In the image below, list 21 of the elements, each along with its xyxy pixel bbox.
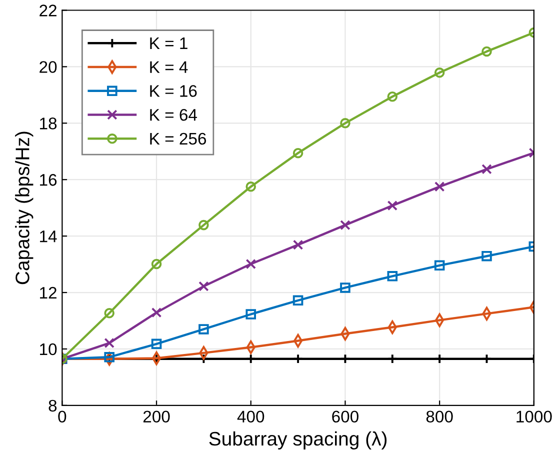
legend-label: K = 16 (150, 85, 197, 97)
legend-label: K = 64 (150, 108, 197, 121)
y-tick-label: 12 (40, 286, 56, 299)
legend-label: K = 4 (150, 61, 188, 73)
y-tick-label: 16 (40, 174, 57, 186)
x-tick-label: 0 (58, 410, 66, 423)
x-tick-label: 200 (143, 410, 170, 423)
legend-label: K = 1 (150, 38, 188, 49)
y-tick-label: 8 (48, 400, 57, 412)
y-tick-label: 22 (40, 4, 56, 16)
y-tick-label: 14 (40, 230, 57, 242)
y-axis-title: Capacity (bps/Hz) (15, 132, 34, 284)
y-tick-label: 18 (40, 118, 57, 130)
x-axis-title: Subarray spacing (λ) (209, 431, 387, 450)
x-tick-label: 400 (237, 410, 264, 423)
legend-label: K = 256 (150, 132, 206, 145)
y-tick-label: 20 (40, 61, 57, 73)
y-tick-label: 10 (40, 343, 57, 356)
x-tick-label: 800 (426, 410, 453, 423)
x-tick-label: 600 (332, 410, 358, 423)
x-tick-label: 1000 (516, 410, 552, 423)
